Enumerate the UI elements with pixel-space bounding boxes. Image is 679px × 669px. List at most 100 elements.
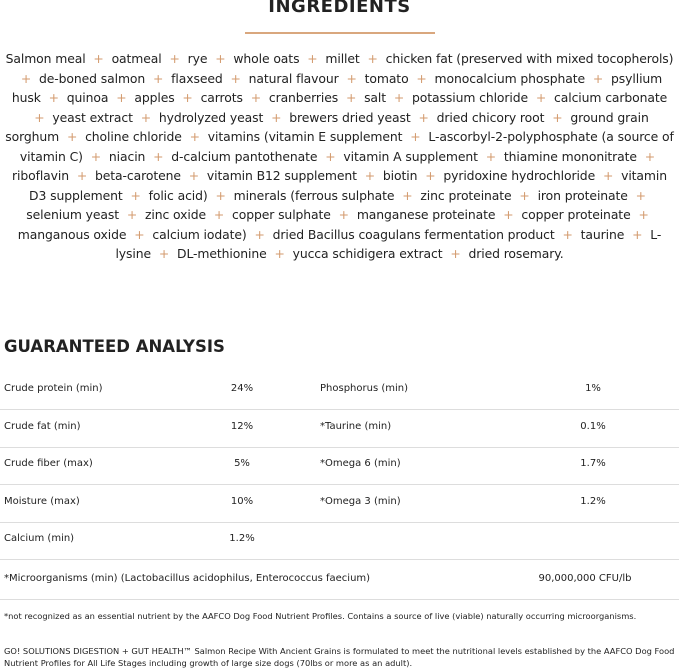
ingredient: copper sulphate xyxy=(232,207,331,222)
nutrient: Calcium (min) xyxy=(4,533,75,544)
separator: + xyxy=(425,168,436,183)
separator: + xyxy=(519,187,530,203)
separator: + xyxy=(450,246,461,261)
nutrient: Phosphorus (min) xyxy=(320,383,408,394)
ingredient: DL-methionine xyxy=(177,246,267,261)
ingredient: beta-carotene xyxy=(95,168,181,183)
separator: + xyxy=(230,70,241,86)
ingredient: riboflavin xyxy=(12,168,70,183)
separator: + xyxy=(345,90,357,105)
ingredient: biotin xyxy=(382,168,418,183)
ingredient: de-boned salmon xyxy=(38,70,146,86)
separator: + xyxy=(402,187,413,203)
separator: + xyxy=(66,129,78,144)
statement: GO! SOLUTIONS DIGESTION + GUT HEALTH™ Sa… xyxy=(4,646,675,668)
ingredient: vitamins (vitamin E supplement xyxy=(207,129,403,144)
nutrient: Crude fiber (max) xyxy=(4,458,93,469)
value: 1.7% xyxy=(580,458,606,469)
analysis-row: Crude fiber (max) 5% *Omega 6 (min) 1.7% xyxy=(0,446,679,485)
analysis-row: Moisture (max) 10% *Omega 3 (min) 1.2% xyxy=(0,484,679,523)
ingredient: pyridoxine hydrochloride xyxy=(443,168,596,183)
separator: + xyxy=(338,207,349,222)
separator: + xyxy=(48,90,59,105)
ingredient: hydrolyzed yeast xyxy=(158,109,264,125)
value: 1% xyxy=(585,383,601,394)
ingredient: vitamin D3 supplement xyxy=(29,168,667,203)
nutrient: *Omega 3 (min) xyxy=(320,495,401,507)
separator: + xyxy=(635,187,646,203)
ingredient: apples xyxy=(134,90,175,105)
ingredient: potassium chloride xyxy=(412,90,529,105)
separator: + xyxy=(250,90,262,105)
ingredient: L-lysine xyxy=(115,226,662,262)
analysis-row: Calcium (min) 1.2% xyxy=(0,521,679,560)
ingredient: choline chloride xyxy=(85,129,182,144)
separator: + xyxy=(34,109,45,125)
ingredient: d-calcium pantothenate xyxy=(171,148,318,164)
separator: + xyxy=(503,207,514,222)
separator: + xyxy=(632,226,643,242)
separator: + xyxy=(189,129,200,144)
ingredient: thiamine mononitrate xyxy=(503,148,637,164)
separator: + xyxy=(76,168,88,183)
separator: + xyxy=(307,51,318,66)
separator: + xyxy=(325,148,336,164)
value: 1.2% xyxy=(580,495,606,507)
ingredients-title: INGREDIENTS xyxy=(268,0,411,17)
separator: + xyxy=(169,51,180,66)
separator: + xyxy=(602,168,614,183)
separator: + xyxy=(153,148,164,164)
value: 5% xyxy=(234,458,250,469)
ingredient: monocalcium phosphate xyxy=(434,70,586,86)
ingredient: manganous oxide xyxy=(17,226,127,242)
analysis-row: Crude protein (min) 24% Phosphorus (min) 1% xyxy=(0,371,679,410)
separator: + xyxy=(364,168,376,183)
separator: + xyxy=(418,109,429,125)
ingredient: calcium carbonate xyxy=(554,90,668,105)
nutrient: *Taurine (min) xyxy=(320,420,392,432)
separator: + xyxy=(393,90,405,105)
separator: + xyxy=(215,51,226,66)
separator: + xyxy=(20,70,32,86)
ingredient: folic acid) xyxy=(148,187,208,203)
separator: + xyxy=(562,226,573,242)
value: 0.1% xyxy=(580,420,606,432)
ingredient: selenium yeast xyxy=(26,207,120,222)
separator: + xyxy=(90,148,102,164)
footnote: *not recognized as an essential nutrient… xyxy=(4,611,637,621)
ingredients-list: Salmon meal + oatmeal + rye + whole oats… xyxy=(2,49,677,264)
ingredient: oatmeal xyxy=(111,51,162,66)
separator: + xyxy=(213,207,225,222)
value: 24% xyxy=(230,383,254,394)
nutrient: *Microorganisms (min) (Lactobacillus aci… xyxy=(4,572,371,584)
value: 1.2% xyxy=(229,533,255,544)
analysis-row: Crude fat (min) 12% *Taurine (min) 0.1% xyxy=(0,409,679,448)
separator: + xyxy=(254,226,265,242)
ingredient: carrots xyxy=(200,90,243,105)
ingredient: Salmon meal xyxy=(5,51,86,66)
ingredient: manganese proteinate xyxy=(356,207,496,222)
separator: + xyxy=(126,207,138,222)
ingredient: dried Bacillus coagulans fermentation pr… xyxy=(272,226,555,242)
nutrient: Moisture (max) xyxy=(4,495,80,507)
separator: + xyxy=(134,226,145,242)
value: 90,000,000 CFU/lb xyxy=(538,572,632,584)
ingredient: copper proteinate xyxy=(521,207,631,222)
ingredient: ground grain sorghum xyxy=(5,109,649,145)
separator: + xyxy=(188,168,200,183)
separator: + xyxy=(367,51,378,66)
separator: + xyxy=(182,90,193,105)
separator: + xyxy=(274,246,285,261)
separator: + xyxy=(93,51,104,66)
ingredient: cranberries xyxy=(268,90,339,105)
ingredient: millet xyxy=(325,51,360,66)
ingredient: quinoa xyxy=(66,90,109,105)
value: 12% xyxy=(230,420,254,432)
separator: + xyxy=(644,148,656,164)
ingredient: dried chicory root xyxy=(436,109,545,125)
ingredient: chicken fat (preserved with mixed tocoph… xyxy=(385,51,674,66)
ingredient: L-ascorbyl-2-polyphosphate (a source of … xyxy=(19,129,674,164)
separator: + xyxy=(485,148,497,164)
ingredient: brewers dried yeast xyxy=(289,109,411,125)
